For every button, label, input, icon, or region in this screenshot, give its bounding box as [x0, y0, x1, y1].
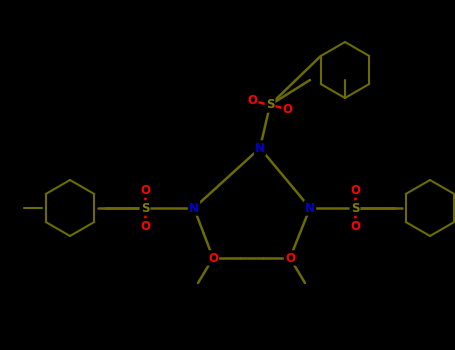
Text: S: S [266, 98, 274, 112]
Text: O: O [140, 183, 150, 196]
Text: N: N [305, 202, 315, 215]
Text: O: O [350, 183, 360, 196]
Text: O: O [140, 219, 150, 232]
Text: S: S [141, 202, 149, 215]
Text: O: O [350, 219, 360, 232]
Text: S: S [351, 202, 359, 215]
Text: N: N [255, 141, 265, 154]
Text: O: O [283, 103, 293, 116]
Text: O: O [208, 252, 218, 265]
Text: O: O [248, 94, 258, 107]
Text: O: O [285, 252, 295, 265]
Text: N: N [189, 202, 199, 215]
